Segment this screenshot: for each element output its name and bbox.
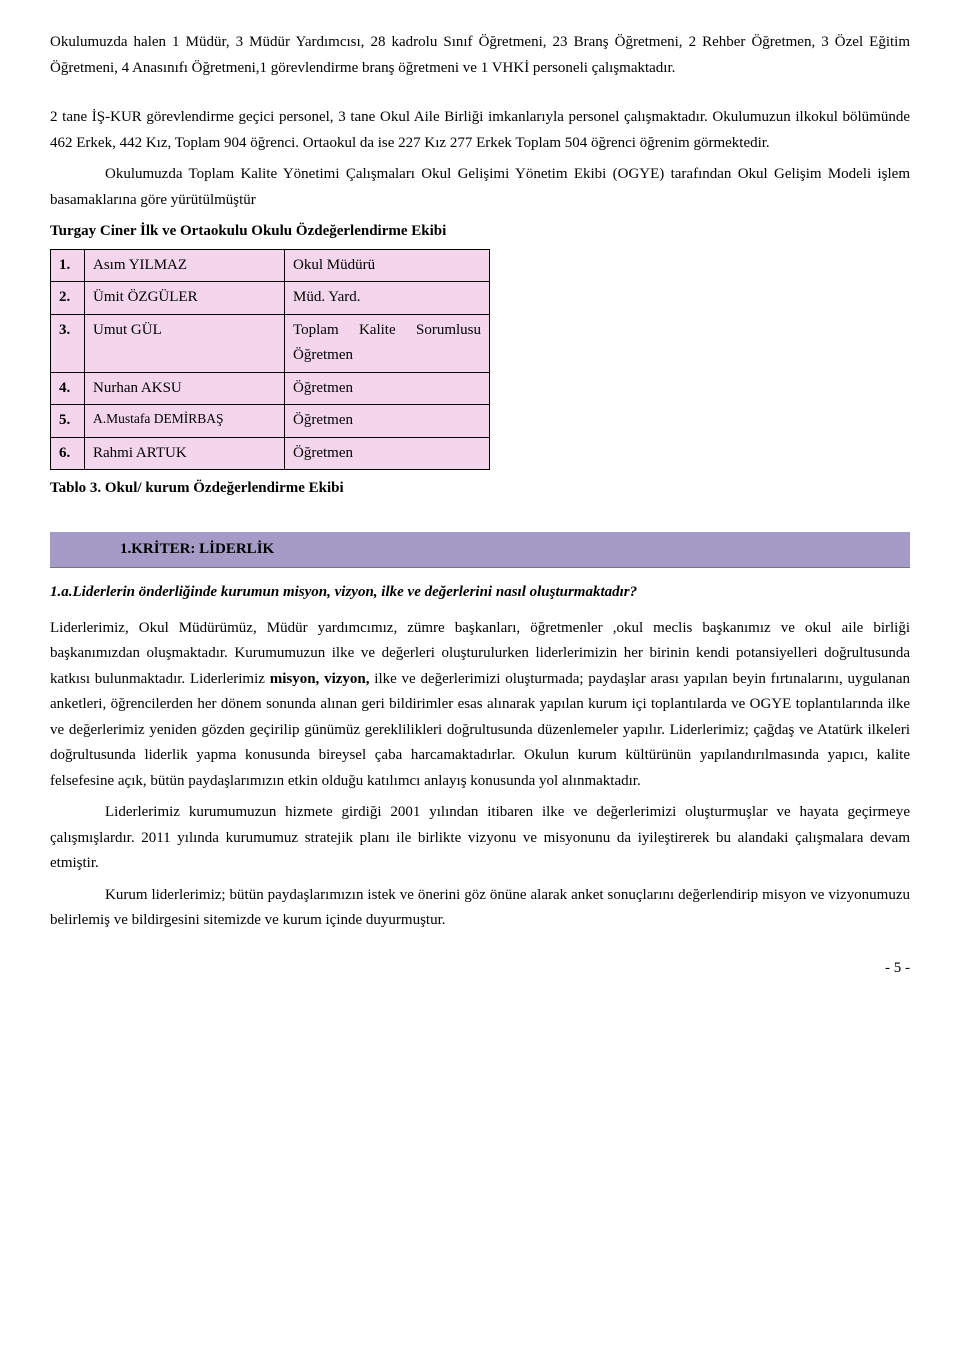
team-table: 1. Asım YILMAZ Okul Müdürü 2. Ümit ÖZGÜL… <box>50 249 490 471</box>
row-name: Asım YILMAZ <box>85 249 285 282</box>
kriter-paragraph-3: Kurum liderlerimiz; bütün paydaşlarımızı… <box>50 883 910 934</box>
row-num: 6. <box>51 437 85 470</box>
text-run-bold: misyon, vizyon, <box>270 671 370 687</box>
row-name: Rahmi ARTUK <box>85 437 285 470</box>
row-num: 4. <box>51 372 85 405</box>
table-row: 1. Asım YILMAZ Okul Müdürü <box>51 249 490 282</box>
intro-paragraph-2: 2 tane İŞ-KUR görevlendirme geçici perso… <box>50 105 910 156</box>
row-role: Öğretmen <box>285 372 490 405</box>
row-role: Müd. Yard. <box>285 282 490 315</box>
table-row: 4. Nurhan AKSU Öğretmen <box>51 372 490 405</box>
page-number: - 5 - <box>50 956 910 982</box>
row-name: A.Mustafa DEMİRBAŞ <box>85 405 285 438</box>
kriter-subheading: 1.a.Liderlerin önderliğinde kurumun misy… <box>50 580 910 606</box>
row-role: Öğretmen <box>285 437 490 470</box>
row-num: 1. <box>51 249 85 282</box>
row-num: 5. <box>51 405 85 438</box>
kriter-heading-bar: 1.KRİTER: LİDERLİK <box>50 532 910 569</box>
kriter-paragraph-2: Liderlerimiz kurumumuzun hizmete girdiği… <box>50 800 910 877</box>
kriter-paragraph-1: Liderlerimiz, Okul Müdürümüz, Müdür yard… <box>50 616 910 795</box>
table-caption: Tablo 3. Okul/ kurum Özdeğerlendirme Eki… <box>50 476 910 502</box>
row-num: 2. <box>51 282 85 315</box>
row-name: Umut GÜL <box>85 314 285 372</box>
row-num: 3. <box>51 314 85 372</box>
table-row: 5. A.Mustafa DEMİRBAŞ Öğretmen <box>51 405 490 438</box>
intro-paragraph-3: Okulumuzda Toplam Kalite Yönetimi Çalışm… <box>50 162 910 213</box>
row-role: Öğretmen <box>285 405 490 438</box>
table-row: 3. Umut GÜL Toplam Kalite Sorumlusu Öğre… <box>51 314 490 372</box>
row-name: Ümit ÖZGÜLER <box>85 282 285 315</box>
row-name: Nurhan AKSU <box>85 372 285 405</box>
table-row: 6. Rahmi ARTUK Öğretmen <box>51 437 490 470</box>
row-role: Toplam Kalite Sorumlusu Öğretmen <box>285 314 490 372</box>
row-role: Okul Müdürü <box>285 249 490 282</box>
intro-paragraph-1: Okulumuzda halen 1 Müdür, 3 Müdür Yardım… <box>50 30 910 81</box>
table-row: 2. Ümit ÖZGÜLER Müd. Yard. <box>51 282 490 315</box>
team-title: Turgay Ciner İlk ve Ortaokulu Okulu Özde… <box>50 219 910 245</box>
text-run: ilke ve değerlerimizi oluşturmada; payda… <box>50 671 910 789</box>
